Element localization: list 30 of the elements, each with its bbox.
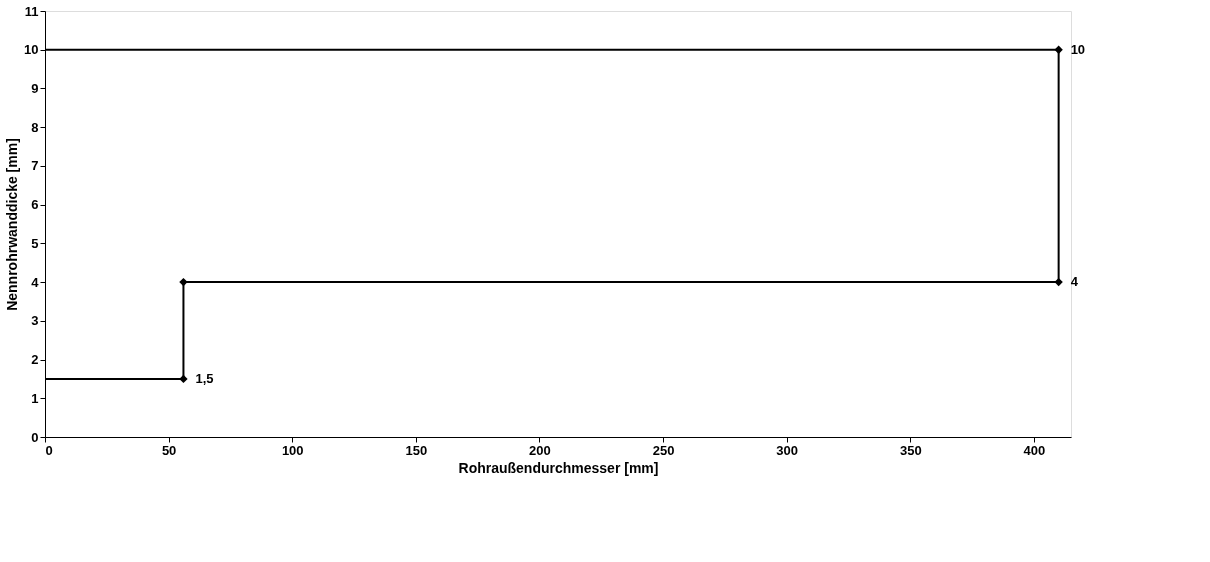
- y-tick-label: 5: [31, 235, 39, 251]
- x-tick-label: 50: [161, 442, 177, 458]
- x-tick-label: 350: [899, 442, 922, 458]
- point: [1054, 45, 1063, 54]
- x-tick-label: 0: [45, 442, 53, 458]
- point: [179, 277, 188, 287]
- y-tick-label: 7: [31, 158, 39, 174]
- x-tick-label: 250: [652, 442, 675, 458]
- y-tick-label: 0: [31, 429, 39, 445]
- x-tick-label: 400: [1023, 442, 1046, 458]
- y-tick-label: 10: [24, 42, 39, 58]
- y-tick-label: 6: [31, 197, 39, 213]
- y-tick-label: 4: [31, 274, 40, 290]
- x-tick-label: 300: [776, 442, 799, 458]
- x-tick-label: 200: [529, 442, 551, 458]
- x-tick-label: 150: [405, 442, 428, 458]
- x-tick-label: 100: [281, 442, 304, 458]
- point: [179, 374, 188, 384]
- y-tick-label: 3: [31, 313, 39, 329]
- point: [1054, 277, 1063, 287]
- data-label: 4: [1070, 274, 1079, 290]
- y-tick-label: 8: [31, 119, 39, 135]
- y-tick-label: 2: [31, 352, 39, 368]
- y-tick-label: 1: [31, 390, 39, 406]
- y-axis-title: Nennrohrwanddicke [mm]: [4, 138, 21, 311]
- data-label: 10: [1070, 41, 1086, 57]
- y-tick-label: 9: [31, 80, 39, 96]
- x-axis-title: Rohraußendurchmesser [mm]: [458, 459, 659, 476]
- y-tick-label: 11: [24, 3, 39, 19]
- data-label: 1,5: [195, 370, 214, 386]
